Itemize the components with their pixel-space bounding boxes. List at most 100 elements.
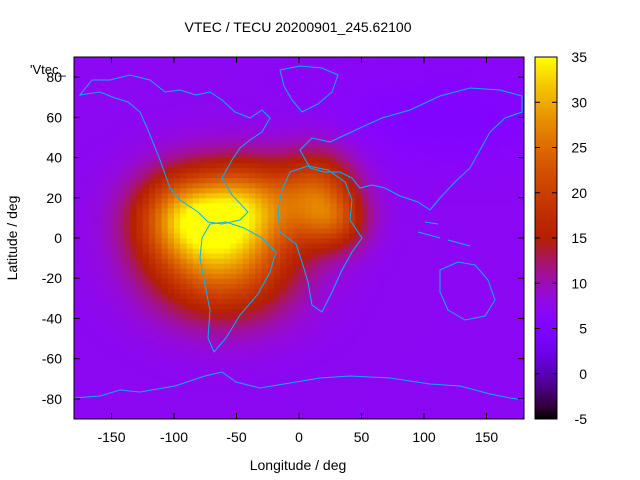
heatmap-cell [174, 348, 181, 355]
heatmap-cell [324, 408, 331, 415]
heatmap-cell [199, 343, 206, 350]
heatmap-cell [105, 348, 113, 355]
heatmap-cell [480, 222, 488, 229]
heatmap-cell [136, 192, 144, 199]
heatmap-cell [424, 283, 431, 289]
heatmap-cell [349, 358, 356, 365]
heatmap-cell [417, 112, 425, 118]
heatmap-cell [499, 308, 506, 315]
heatmap-cell [405, 117, 413, 123]
heatmap-cell [405, 383, 413, 390]
heatmap-cell [74, 167, 81, 174]
heatmap-cell [236, 107, 244, 113]
heatmap-cell [305, 147, 313, 154]
heatmap-cell [230, 122, 238, 128]
heatmap-cell [417, 127, 425, 134]
heatmap-cell [186, 283, 194, 289]
heatmap-cell [467, 343, 475, 350]
heatmap-cell [249, 177, 256, 184]
heatmap-cell [136, 248, 144, 254]
heatmap-cell [399, 268, 406, 274]
heatmap-cell [286, 212, 294, 219]
heatmap-cell [305, 258, 313, 264]
heatmap-cell [392, 122, 400, 128]
heatmap-cell [249, 373, 256, 380]
heatmap-cell [286, 278, 294, 284]
heatmap-cell [461, 328, 469, 335]
heatmap-cell [505, 363, 513, 370]
heatmap-cell [117, 137, 125, 144]
heatmap-cell [367, 122, 375, 128]
heatmap-cell [417, 202, 425, 209]
heatmap-cell [499, 127, 506, 134]
heatmap-cell [461, 368, 469, 375]
heatmap-cell [292, 368, 300, 375]
heatmap-cell [355, 112, 363, 118]
heatmap-cell [142, 127, 150, 134]
heatmap-cell [192, 333, 200, 340]
heatmap-cell [111, 348, 119, 355]
heatmap-cell [324, 338, 331, 345]
heatmap-cell [499, 408, 506, 415]
heatmap-cell [361, 67, 369, 73]
heatmap-cell [217, 87, 225, 93]
heatmap-cell [211, 217, 219, 224]
heatmap-cell [374, 222, 381, 229]
heatmap-cell [186, 378, 194, 385]
heatmap-cell [261, 102, 269, 108]
heatmap-cell [424, 192, 431, 199]
heatmap-cell [355, 57, 363, 63]
heatmap-cell [361, 378, 369, 385]
heatmap-cell [467, 222, 475, 229]
heatmap-cell [230, 217, 238, 224]
heatmap-cell [367, 338, 375, 345]
heatmap-cell [299, 137, 306, 144]
heatmap-cell [305, 353, 313, 360]
heatmap-cell [405, 232, 413, 239]
heatmap-cell [361, 62, 369, 68]
heatmap-cell [217, 373, 225, 380]
heatmap-cell [380, 92, 388, 98]
heatmap-cell [80, 398, 88, 405]
heatmap-cell [349, 117, 356, 123]
heatmap-cell [355, 403, 363, 410]
heatmap-cell [361, 232, 369, 239]
heatmap-cell [130, 222, 138, 229]
heatmap-cell [367, 202, 375, 209]
heatmap-cell [117, 323, 125, 330]
heatmap-cell [155, 363, 163, 370]
heatmap-cell [480, 348, 488, 355]
heatmap-cell [486, 353, 494, 360]
heatmap-cell [142, 253, 150, 259]
heatmap-cell [142, 328, 150, 335]
heatmap-cell [305, 293, 313, 299]
heatmap-cell [286, 253, 294, 259]
heatmap-cell [155, 273, 163, 279]
heatmap-cell [111, 248, 119, 254]
heatmap-cell [411, 348, 419, 355]
heatmap-cell [217, 368, 225, 375]
heatmap-cell [186, 62, 194, 68]
heatmap-cell [136, 263, 144, 269]
heatmap-cell [86, 112, 94, 118]
heatmap-cell [442, 87, 450, 93]
heatmap-cell [361, 217, 369, 224]
heatmap-cell [480, 132, 488, 139]
heatmap-cell [399, 72, 406, 78]
heatmap-cell [224, 238, 231, 244]
heatmap-cell [161, 97, 169, 103]
heatmap-cell [367, 273, 375, 279]
heatmap-cell [99, 122, 106, 128]
heatmap-cell [149, 283, 156, 289]
heatmap-cell [92, 288, 100, 294]
heatmap-cell [299, 288, 306, 294]
heatmap-cell [130, 172, 138, 179]
heatmap-cell [86, 197, 94, 204]
heatmap-cell [324, 238, 331, 244]
heatmap-cell [92, 348, 100, 355]
heatmap-cell [267, 308, 275, 315]
heatmap-cell [217, 238, 225, 244]
heatmap-cell [311, 87, 319, 93]
heatmap-cell [299, 97, 306, 103]
heatmap-cell [449, 268, 456, 274]
